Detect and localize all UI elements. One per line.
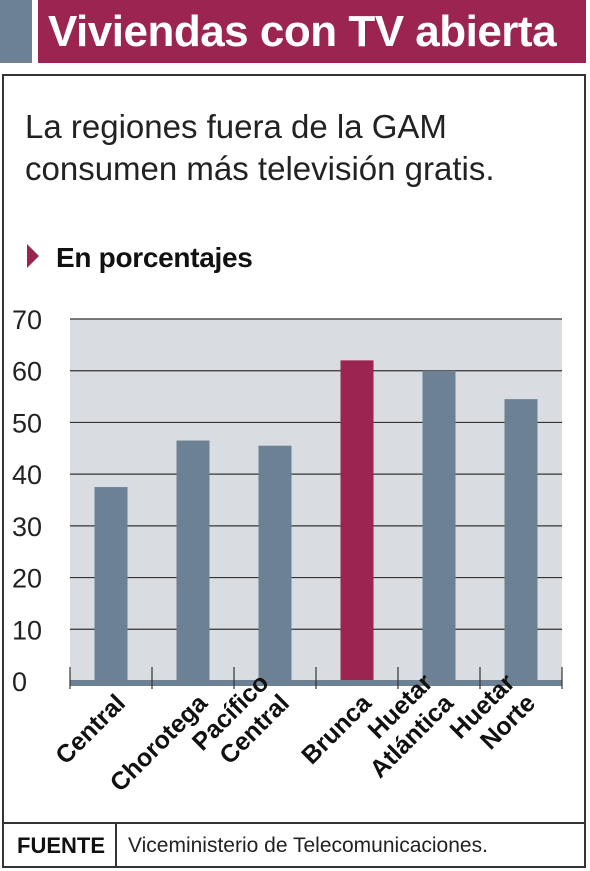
source-text: Viceministerio de Telecomunicaciones.	[128, 834, 488, 857]
bar	[94, 487, 128, 681]
source-label: FUENTE	[17, 833, 105, 858]
bar	[340, 360, 374, 681]
units-label: En porcentajes	[56, 242, 253, 273]
page-title: Viviendas con TV abierta	[38, 0, 586, 63]
y-tick-label: 40	[12, 460, 42, 490]
y-tick-label: 0	[12, 667, 27, 697]
bar	[422, 370, 456, 681]
x-tick-label: Brunca	[296, 688, 377, 769]
bar-chart: 010203040506070CentralChorotegaPacíficoC…	[12, 305, 563, 797]
x-tick-label-line: Central	[50, 689, 131, 770]
triangle-right-icon	[27, 244, 39, 268]
y-tick-label: 30	[12, 512, 42, 542]
x-tick-label-line: Brunca	[296, 688, 377, 769]
y-tick-label: 10	[12, 615, 42, 645]
bar	[504, 399, 538, 681]
chart-frame	[2, 74, 586, 868]
footer-divider	[2, 822, 586, 824]
y-tick-label: 60	[12, 357, 42, 387]
header-accent-block	[0, 0, 32, 63]
footer-separator	[115, 824, 117, 868]
plot-background	[70, 319, 562, 681]
chart-subtitle: La regiones fuera de la GAM consumen más…	[25, 108, 495, 187]
bar	[176, 440, 210, 681]
y-tick-label: 70	[12, 305, 42, 335]
bar	[258, 445, 292, 681]
y-tick-label: 50	[12, 408, 42, 438]
x-tick-label: Central	[50, 689, 131, 770]
y-tick-label: 20	[12, 564, 42, 594]
